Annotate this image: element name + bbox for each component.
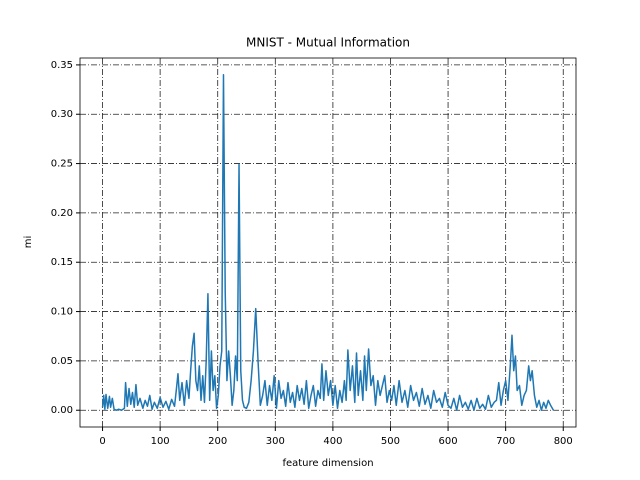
y-tick-label: 0.10 xyxy=(51,307,73,318)
x-tick-label: 100 xyxy=(151,436,170,447)
y-tick-label: 0.00 xyxy=(51,405,73,416)
x-axis-label: feature dimension xyxy=(282,458,373,469)
x-tick-label: 500 xyxy=(381,436,400,447)
x-tick-label: 300 xyxy=(266,436,285,447)
y-tick-label: 0.30 xyxy=(51,109,73,120)
y-tick-label: 0.25 xyxy=(51,159,73,170)
y-tick-label: 0.35 xyxy=(51,60,73,71)
y-tick-label: 0.15 xyxy=(51,257,73,268)
x-tick-label: 600 xyxy=(439,436,458,447)
x-tick-label: 800 xyxy=(554,436,573,447)
chart-title: MNIST - Mutual Information xyxy=(246,36,410,50)
y-axis-label: mi xyxy=(23,236,34,249)
x-tick-label: 0 xyxy=(99,436,105,447)
x-tick-label: 400 xyxy=(323,436,342,447)
y-tick-label: 0.20 xyxy=(51,208,73,219)
y-tick-label: 0.05 xyxy=(51,356,73,367)
x-tick-label: 200 xyxy=(208,436,227,447)
plot-frame xyxy=(79,57,577,428)
x-tick-label: 700 xyxy=(496,436,515,447)
data-line xyxy=(101,74,555,411)
